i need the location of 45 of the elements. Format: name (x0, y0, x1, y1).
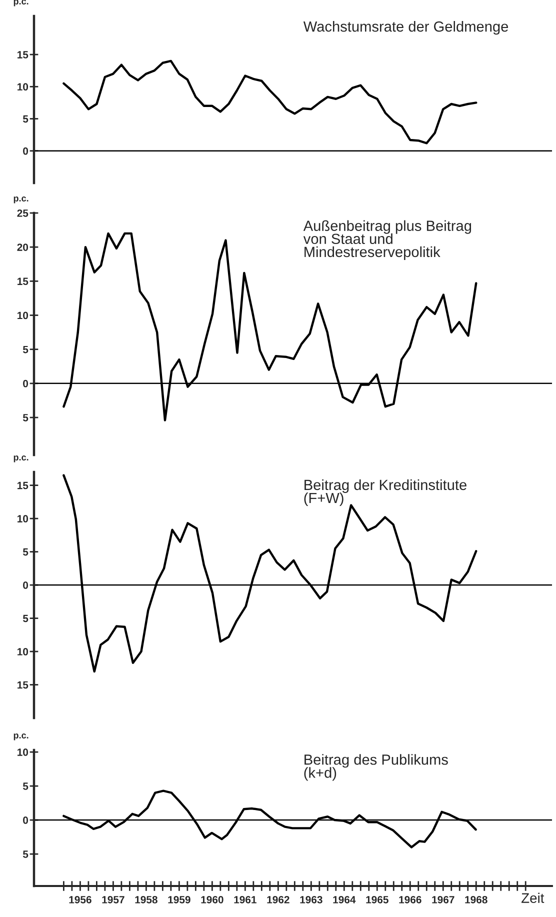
x-tick-label: 1966 (399, 896, 422, 904)
x-tick-label: 1959 (168, 896, 190, 904)
y-axis-title: p.c. (14, 734, 28, 740)
x-tick-label: 1956 (69, 896, 92, 904)
text: Außenbeitrag plus Beitrag von Staat und Mindestreservepolitik (303, 220, 472, 260)
y-axis-title: p.c. (14, 196, 28, 204)
y-tick-label: 5 (22, 782, 28, 790)
y-tick-label: 10 (18, 648, 28, 656)
y-tick-label: 5 (22, 548, 28, 556)
y-tick-label: 5 (22, 346, 28, 354)
y-tick-label: 25 (17, 210, 28, 217)
x-tick-label: 1967 (432, 896, 454, 904)
y-tick-label: 15 (18, 278, 28, 286)
x-tick-label: 1957 (102, 896, 124, 904)
y-axis-title: p.c. (14, 0, 28, 6)
y-tick-label: 10 (18, 515, 28, 522)
x-tick-label: 1965 (366, 896, 388, 904)
y-tick-label: 0 (23, 582, 28, 589)
y-tick-label: 5 (22, 850, 28, 858)
y-tick-label: 15 (18, 482, 28, 490)
x-tick-label: 1958 (135, 896, 158, 904)
y-tick-label: 20 (17, 244, 28, 251)
line-series (62, 60, 478, 144)
text: Beitrag des Publikums (k+d) (304, 754, 448, 781)
y-tick-label: 10 (18, 748, 28, 756)
y-tick-label: 5 (22, 115, 28, 123)
y-axis-title: p.c. (14, 456, 28, 462)
x-axis-title: Zeit (522, 892, 544, 903)
y-tick-label: 0 (23, 816, 28, 824)
x-tick-label: 1962 (267, 896, 290, 904)
y-tick-label: 15 (18, 51, 28, 58)
y-tick-label: 5 (22, 614, 28, 622)
x-tick-label: 1960 (201, 896, 224, 904)
x-tick-label: 1961 (234, 896, 256, 904)
chart-title: Wachstumsrate der Geldmenge (303, 21, 508, 35)
y-tick-label: 0 (23, 147, 28, 155)
y-tick-label: 0 (23, 380, 28, 388)
y-tick-label: 10 (18, 83, 28, 91)
x-tick-label: 1968 (465, 896, 488, 904)
y-tick-label: 10 (18, 312, 28, 320)
y-tick-label: 5 (22, 414, 28, 422)
x-tick-label: 1964 (333, 896, 356, 904)
y-tick-label: 15 (18, 681, 28, 689)
text: Beitrag der Kreditinstitute (F+W) (304, 479, 466, 506)
x-tick-label: 1963 (300, 896, 322, 904)
